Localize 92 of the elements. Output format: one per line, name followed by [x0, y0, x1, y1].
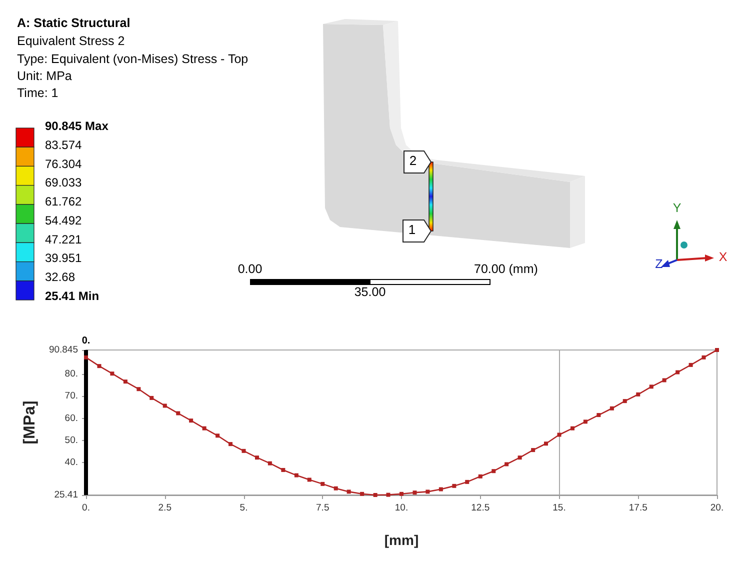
- text: Unit: MPa: [17, 69, 72, 84]
- point: [216, 434, 220, 438]
- point: [255, 456, 259, 460]
- x-tick-label: 2.5: [158, 502, 172, 514]
- chart-subtitle: Equivalent Stress 2: [17, 34, 125, 48]
- point: [518, 456, 522, 460]
- x-tick-label: 7.5: [316, 502, 330, 514]
- x-tick-label: 0.: [82, 502, 90, 514]
- point: [307, 478, 312, 482]
- point: [452, 484, 456, 488]
- text: Y: [672, 201, 682, 216]
- chart-title: A: Static Structural: [17, 16, 130, 30]
- x-tick-label: 12.5: [471, 502, 490, 514]
- point: [176, 411, 180, 416]
- x-tick-label: 20.: [710, 502, 724, 514]
- point: [531, 448, 536, 452]
- point: [676, 370, 680, 374]
- point: [412, 490, 417, 495]
- ref-line-label: 0.: [82, 336, 90, 346]
- y-tick-label: 40.: [64, 457, 78, 468]
- point: [150, 396, 154, 400]
- point: [636, 392, 640, 396]
- text: Z: [655, 257, 664, 272]
- y-tick-label: 80.: [64, 368, 78, 380]
- y-tick-label: 90.845: [48, 344, 78, 356]
- text: 35.00: [354, 285, 386, 300]
- point: [294, 473, 298, 478]
- x-tick-label: 17.5: [628, 502, 648, 514]
- text: 83.574: [45, 138, 82, 152]
- point: [162, 404, 167, 408]
- point: [400, 492, 404, 496]
- point: [662, 378, 666, 382]
- point: [202, 426, 206, 430]
- point: [570, 426, 574, 430]
- text: X: [718, 250, 728, 264]
- point: [492, 469, 496, 474]
- point: [373, 493, 378, 497]
- y-tick-label: 25.41: [54, 490, 78, 500]
- text: 70.00 (mm): [474, 262, 538, 276]
- text: Time: 1: [17, 86, 58, 100]
- point: [688, 362, 693, 367]
- text: 25.41 Min: [45, 289, 100, 304]
- point: [622, 399, 627, 404]
- point: [478, 474, 482, 478]
- x-tick-label: 15.: [552, 502, 566, 514]
- text: 54.492: [45, 214, 82, 228]
- y-tick-label: 60.: [64, 412, 78, 424]
- text: 61.762: [45, 194, 82, 209]
- x-tick-label: 5.: [240, 502, 248, 514]
- y-tick-label: 50.: [64, 435, 78, 446]
- point: [228, 442, 232, 446]
- point: [84, 355, 88, 360]
- point: [136, 387, 141, 392]
- point: [426, 490, 430, 494]
- x-tick-label: 10.: [394, 502, 408, 514]
- text: Type: Equivalent (von-Mises) Stress - Top: [17, 52, 248, 66]
- point: [189, 418, 194, 423]
- point: [610, 406, 614, 410]
- point: [360, 492, 364, 496]
- point: [596, 413, 601, 418]
- line-series: [84, 348, 719, 497]
- point: [702, 355, 706, 360]
- point: [715, 348, 719, 352]
- text: 2: [409, 153, 417, 168]
- y-tick-label: 70.: [64, 390, 78, 402]
- point: [465, 480, 470, 484]
- point: [544, 442, 548, 446]
- text: 47.221: [45, 232, 82, 247]
- point: [242, 448, 246, 453]
- x-axis-title: [mm]: [384, 532, 419, 548]
- text: 39.951: [45, 251, 82, 266]
- point: [123, 380, 128, 384]
- point: [320, 482, 325, 486]
- text: 1: [408, 222, 416, 238]
- text: 69.033: [45, 176, 82, 190]
- point: [438, 487, 443, 492]
- text: 0.00: [238, 262, 262, 276]
- point: [386, 492, 390, 497]
- point: [583, 420, 588, 424]
- point: [504, 462, 509, 466]
- point: [110, 372, 114, 376]
- point: [649, 384, 654, 389]
- point: [97, 364, 102, 368]
- text: 76.304: [45, 156, 82, 171]
- point: [557, 432, 562, 437]
- text: 32.68: [45, 270, 76, 284]
- y-axis-title: [MPa]: [22, 400, 39, 444]
- text: 90.845 Max: [45, 119, 109, 134]
- point: [334, 486, 338, 490]
- point: [268, 461, 272, 466]
- point: [346, 490, 351, 494]
- point: [281, 468, 286, 472]
